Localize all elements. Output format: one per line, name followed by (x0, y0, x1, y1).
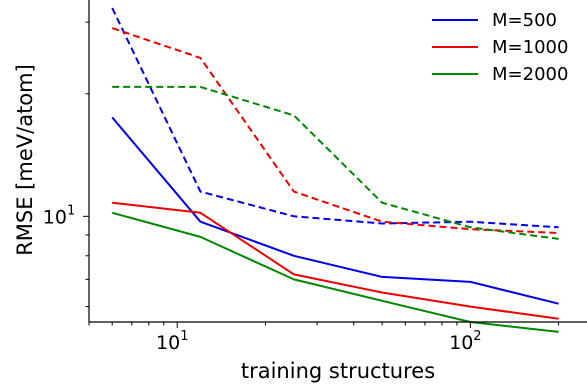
series-line-m-2000-solid (111, 211, 559, 333)
series-line-dashed-3-dashed (111, 7, 559, 229)
y-tick-label: 101 (43, 203, 75, 228)
x-tick-label: 102 (449, 329, 481, 354)
axis-ticks: 101 102 101 (43, 21, 560, 354)
series-line-dashed-4-dashed (111, 27, 559, 234)
legend-label-m-500: M=500 (492, 10, 557, 31)
x-tick-label: 101 (156, 329, 188, 354)
series-line-dashed-5-dashed (112, 85, 559, 240)
axes-frame (88, 0, 587, 323)
y-axis-label: RMSE [meV/atom] (13, 64, 37, 256)
legend: M=500 M=1000 M=2000 (432, 10, 568, 85)
legend-label-m-2000: M=2000 (492, 64, 568, 85)
series-line-m-500-solid (111, 116, 559, 305)
legend-label-m-1000: M=1000 (492, 37, 568, 58)
series-lines (111, 7, 559, 333)
x-axis-label: training structures (241, 359, 435, 383)
series-line-m-1000-solid (112, 201, 559, 320)
